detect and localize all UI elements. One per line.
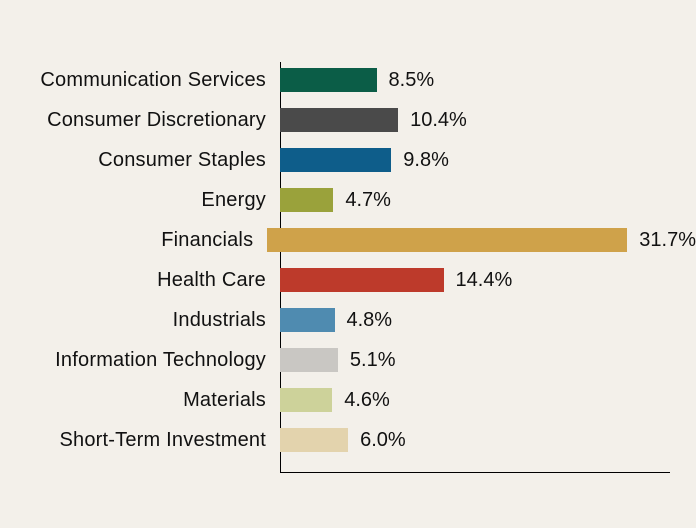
chart-row: Health Care 14.4%: [0, 260, 696, 300]
value-label: 4.7%: [345, 189, 391, 212]
bar: [280, 68, 377, 92]
category-label: Health Care: [0, 269, 280, 292]
bar-area: 31.7%: [267, 220, 696, 260]
value-label: 4.6%: [344, 389, 390, 412]
chart-row: Industrials 4.8%: [0, 300, 696, 340]
category-label: Consumer Staples: [0, 149, 280, 172]
chart-row: Consumer Staples 9.8%: [0, 140, 696, 180]
category-label: Industrials: [0, 309, 280, 332]
bar-area: 4.6%: [280, 380, 640, 420]
chart-row: Materials 4.6%: [0, 380, 696, 420]
bar: [280, 308, 335, 332]
chart-row: Short-Term Investment 6.0%: [0, 420, 696, 460]
value-label: 9.8%: [403, 149, 449, 172]
category-label: Materials: [0, 389, 280, 412]
category-label: Short-Term Investment: [0, 429, 280, 452]
bar-area: 14.4%: [280, 260, 640, 300]
bar-area: 10.4%: [280, 100, 640, 140]
value-label: 5.1%: [350, 349, 396, 372]
bar: [280, 188, 333, 212]
category-label: Communication Services: [0, 69, 280, 92]
category-label: Energy: [0, 189, 280, 212]
chart-row: Financials 31.7%: [0, 220, 696, 260]
chart-row: Consumer Discretionary 10.4%: [0, 100, 696, 140]
category-label: Information Technology: [0, 349, 280, 372]
bar: [280, 268, 444, 292]
bar: [280, 348, 338, 372]
chart-row: Communication Services 8.5%: [0, 60, 696, 100]
category-label: Consumer Discretionary: [0, 109, 280, 132]
bar-area: 6.0%: [280, 420, 640, 460]
value-label: 14.4%: [456, 269, 513, 292]
bar-area: 9.8%: [280, 140, 640, 180]
bar: [280, 108, 398, 132]
value-label: 4.8%: [347, 309, 393, 332]
x-axis: [280, 472, 670, 473]
value-label: 6.0%: [360, 429, 406, 452]
bar: [280, 388, 332, 412]
bar: [267, 228, 627, 252]
bar-area: 4.8%: [280, 300, 640, 340]
bar-area: 4.7%: [280, 180, 640, 220]
bar: [280, 148, 391, 172]
category-label: Financials: [0, 229, 267, 252]
bar-area: 5.1%: [280, 340, 640, 380]
chart-row: Energy 4.7%: [0, 180, 696, 220]
value-label: 8.5%: [389, 69, 435, 92]
bar-area: 8.5%: [280, 60, 640, 100]
value-label: 10.4%: [410, 109, 467, 132]
sector-allocation-chart: Communication Services 8.5% Consumer Discr…: [0, 0, 696, 528]
chart-row: Information Technology 5.1%: [0, 340, 696, 380]
value-label: 31.7%: [639, 229, 696, 252]
bar: [280, 428, 348, 452]
